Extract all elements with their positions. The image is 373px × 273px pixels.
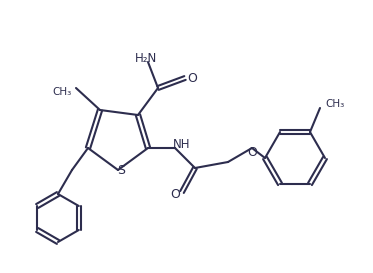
Text: CH₃: CH₃ (53, 87, 72, 97)
Text: S: S (117, 164, 125, 177)
Text: NH: NH (173, 138, 191, 152)
Text: O: O (187, 72, 197, 85)
Text: H₂N: H₂N (135, 52, 157, 64)
Text: CH₃: CH₃ (325, 99, 344, 109)
Text: O: O (247, 147, 257, 159)
Text: O: O (170, 188, 180, 201)
